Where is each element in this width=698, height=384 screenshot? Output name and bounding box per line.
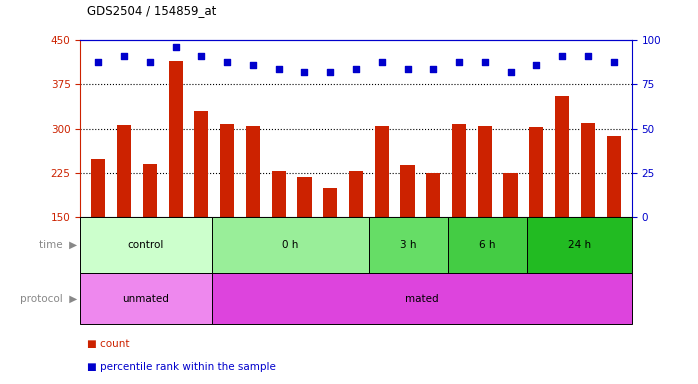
Point [505,69,516,75]
Bar [246,126,260,217]
Bar [80,217,211,273]
Bar [297,177,311,217]
Point [582,53,593,59]
Point [608,58,619,65]
Point [247,62,258,68]
Point [93,58,104,65]
Point [170,44,181,50]
Bar [211,273,632,324]
Bar [555,96,569,217]
Point [454,58,465,65]
Text: time  ▶: time ▶ [38,240,77,250]
Bar [80,273,211,324]
Point [402,66,413,72]
Point [480,58,491,65]
Point [428,66,439,72]
Text: protocol  ▶: protocol ▶ [20,293,77,304]
Bar [448,217,527,273]
Text: 0 h: 0 h [282,240,299,250]
Bar [143,164,157,217]
Text: ■ count: ■ count [87,339,130,349]
Point [376,58,387,65]
Bar [452,124,466,217]
Bar [168,61,183,217]
Bar [401,165,415,217]
Bar [194,111,209,217]
Point [144,58,156,65]
Text: ■ percentile rank within the sample: ■ percentile rank within the sample [87,362,276,372]
Bar [117,124,131,217]
Text: control: control [128,240,164,250]
Bar [369,217,448,273]
Text: unmated: unmated [122,293,170,304]
Bar [581,123,595,217]
Point [221,58,232,65]
Bar [91,159,105,217]
Bar [220,124,235,217]
Bar [211,217,369,273]
Point [325,69,336,75]
Bar [272,171,285,217]
Text: 6 h: 6 h [479,240,496,250]
Point [196,53,207,59]
Point [556,53,567,59]
Bar [375,126,389,217]
Bar [529,127,544,217]
Point [119,53,130,59]
Bar [426,173,440,217]
Point [350,66,362,72]
Text: 24 h: 24 h [567,240,591,250]
Bar [503,173,518,217]
Point [530,62,542,68]
Text: 3 h: 3 h [400,240,417,250]
Bar [323,187,337,217]
Text: GDS2504 / 154859_at: GDS2504 / 154859_at [87,4,216,17]
Text: mated: mated [405,293,438,304]
Bar [477,126,492,217]
Bar [607,136,621,217]
Point [273,66,284,72]
Bar [527,217,632,273]
Point [299,69,310,75]
Bar [349,171,363,217]
